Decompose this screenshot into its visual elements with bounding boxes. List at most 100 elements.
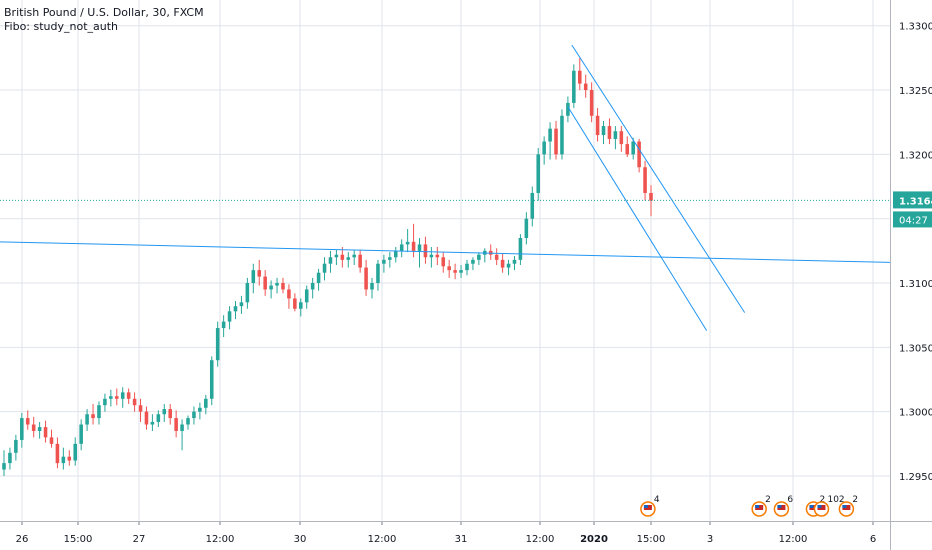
- candle-body: [453, 270, 457, 273]
- candle-body: [417, 244, 422, 251]
- candle-body: [257, 270, 262, 277]
- candle-body: [322, 263, 327, 273]
- event-marker[interactable]: 4: [640, 495, 660, 517]
- x-tick-label: 26: [16, 534, 29, 545]
- flag-icon-canton: [643, 505, 648, 508]
- candle-body: [192, 411, 196, 419]
- candle-body: [376, 263, 380, 284]
- candle-body: [536, 154, 541, 193]
- candle-body: [328, 257, 333, 264]
- candle-body: [215, 328, 220, 361]
- candle-body: [2, 463, 6, 470]
- candle-body: [114, 396, 119, 399]
- y-tick-label: 1.32000: [899, 150, 932, 161]
- event-marker[interactable]: 6: [773, 495, 793, 517]
- candle-body: [423, 244, 428, 258]
- candle-body: [399, 244, 404, 251]
- candle-body: [583, 83, 588, 91]
- candle-body: [506, 263, 511, 268]
- x-tick-label: 12:00: [779, 534, 808, 545]
- candle-body: [150, 421, 155, 425]
- event-markers: 4 2 6 2 102 2: [640, 495, 858, 517]
- candle-body: [186, 418, 190, 425]
- candle-body: [67, 456, 72, 461]
- candle-body: [263, 276, 267, 290]
- candle-body: [162, 409, 167, 415]
- candle-body: [393, 250, 398, 258]
- trend-lines: [0, 44, 891, 331]
- candle-body: [287, 289, 291, 299]
- candle-body: [447, 266, 451, 271]
- candle-body: [204, 398, 208, 408]
- candle-body: [435, 254, 440, 258]
- candle-body: [304, 289, 309, 303]
- candles: [2, 57, 653, 476]
- y-tick-label: 1.33000: [899, 22, 932, 33]
- flag-icon-canton: [842, 505, 847, 508]
- candle-body: [370, 283, 374, 290]
- candle-body: [180, 424, 184, 431]
- x-tick-label: 15:00: [637, 534, 666, 545]
- candle-body: [233, 306, 238, 312]
- flag-icon-canton: [777, 505, 782, 508]
- candle-body: [334, 254, 339, 258]
- candle-body: [281, 283, 285, 290]
- candle-body: [20, 418, 24, 440]
- candle-body: [227, 311, 232, 322]
- candle-body: [560, 115, 564, 155]
- event-marker[interactable]: 2: [838, 495, 858, 517]
- candle-body: [405, 241, 410, 245]
- candle-body: [465, 263, 469, 271]
- candle-body: [85, 414, 89, 425]
- trend-line: [567, 106, 708, 331]
- candle-body: [293, 298, 297, 309]
- event-count-label: 6: [787, 495, 793, 505]
- x-tick-label: 12:00: [526, 534, 555, 545]
- candle-body: [168, 409, 172, 419]
- candle-body: [441, 257, 446, 267]
- candle-body: [477, 254, 481, 260]
- flag-icon-canton: [809, 505, 814, 508]
- event-marker[interactable]: 2: [751, 495, 771, 517]
- candle-body: [518, 237, 523, 260]
- candle-body: [269, 285, 273, 290]
- candle-body: [643, 167, 647, 193]
- event-count-label: 2: [765, 495, 771, 505]
- candle-body: [340, 254, 345, 260]
- candle-body: [245, 283, 250, 303]
- countdown-label: 04:27: [899, 215, 928, 226]
- candle-body: [310, 283, 315, 290]
- candle-body: [239, 302, 244, 307]
- candle-body: [572, 70, 576, 103]
- candle-body: [607, 126, 612, 139]
- x-tick-label: 30: [294, 534, 307, 545]
- event-marker[interactable]: 102: [813, 495, 845, 517]
- x-tick-label: 31: [455, 534, 468, 545]
- candle-body: [619, 131, 624, 145]
- x-tick-label: 3: [707, 534, 713, 545]
- candle-body: [566, 102, 570, 116]
- candle-body: [198, 407, 202, 412]
- candle-body: [132, 398, 137, 406]
- candle-body: [637, 141, 641, 168]
- candle-body: [346, 257, 351, 260]
- candle-body: [358, 254, 362, 268]
- candle-body: [411, 241, 416, 251]
- candle-body: [299, 302, 303, 309]
- candle-body: [577, 70, 582, 84]
- candle-body: [61, 456, 66, 464]
- candle-body: [500, 259, 505, 268]
- candle-body: [459, 270, 463, 273]
- candle-body: [55, 443, 60, 464]
- y-tick-label: 1.29500: [899, 472, 932, 483]
- x-tick-label: 12:00: [206, 534, 235, 545]
- x-tick-label: 2020: [580, 534, 608, 545]
- candle-body: [97, 405, 101, 419]
- candle-body: [73, 443, 78, 461]
- candle-body: [49, 437, 54, 444]
- candle-body: [316, 272, 321, 284]
- candle-body: [37, 427, 42, 431]
- candle-body: [209, 360, 214, 399]
